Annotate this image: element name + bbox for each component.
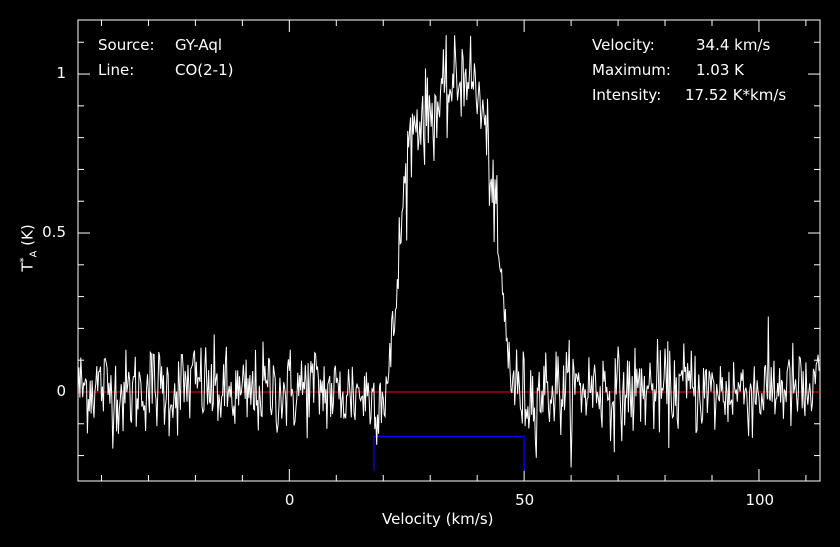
y-tick-label: 0.5 xyxy=(42,223,66,241)
x-axis-label: Velocity (km/s) xyxy=(382,510,494,528)
source-value: GY-Aql xyxy=(175,36,223,54)
intensity-value: 17.52 K*km/s xyxy=(685,86,787,104)
x-tick-label: 50 xyxy=(515,491,535,509)
y-axis-label: T*A (K) xyxy=(18,224,40,272)
line-value: CO(2-1) xyxy=(175,61,234,79)
source-label: Source: xyxy=(98,36,155,54)
velocity-value: 34.4 km/s xyxy=(696,36,771,54)
velocity-label: Velocity: xyxy=(592,36,655,54)
x-tick-label: 0 xyxy=(284,491,295,509)
spectrum-line xyxy=(77,35,820,468)
maximum-value: 1.03 K xyxy=(696,61,745,79)
y-tick-label: 1 xyxy=(56,64,66,83)
x-tick-label: 100 xyxy=(745,491,775,509)
intensity-label: Intensity: xyxy=(592,86,662,104)
maximum-label: Maximum: xyxy=(592,61,671,79)
axes-frame xyxy=(77,19,821,482)
integration-window xyxy=(373,435,525,471)
y-tick-label: 0 xyxy=(56,381,66,400)
line-label: Line: xyxy=(98,61,135,79)
